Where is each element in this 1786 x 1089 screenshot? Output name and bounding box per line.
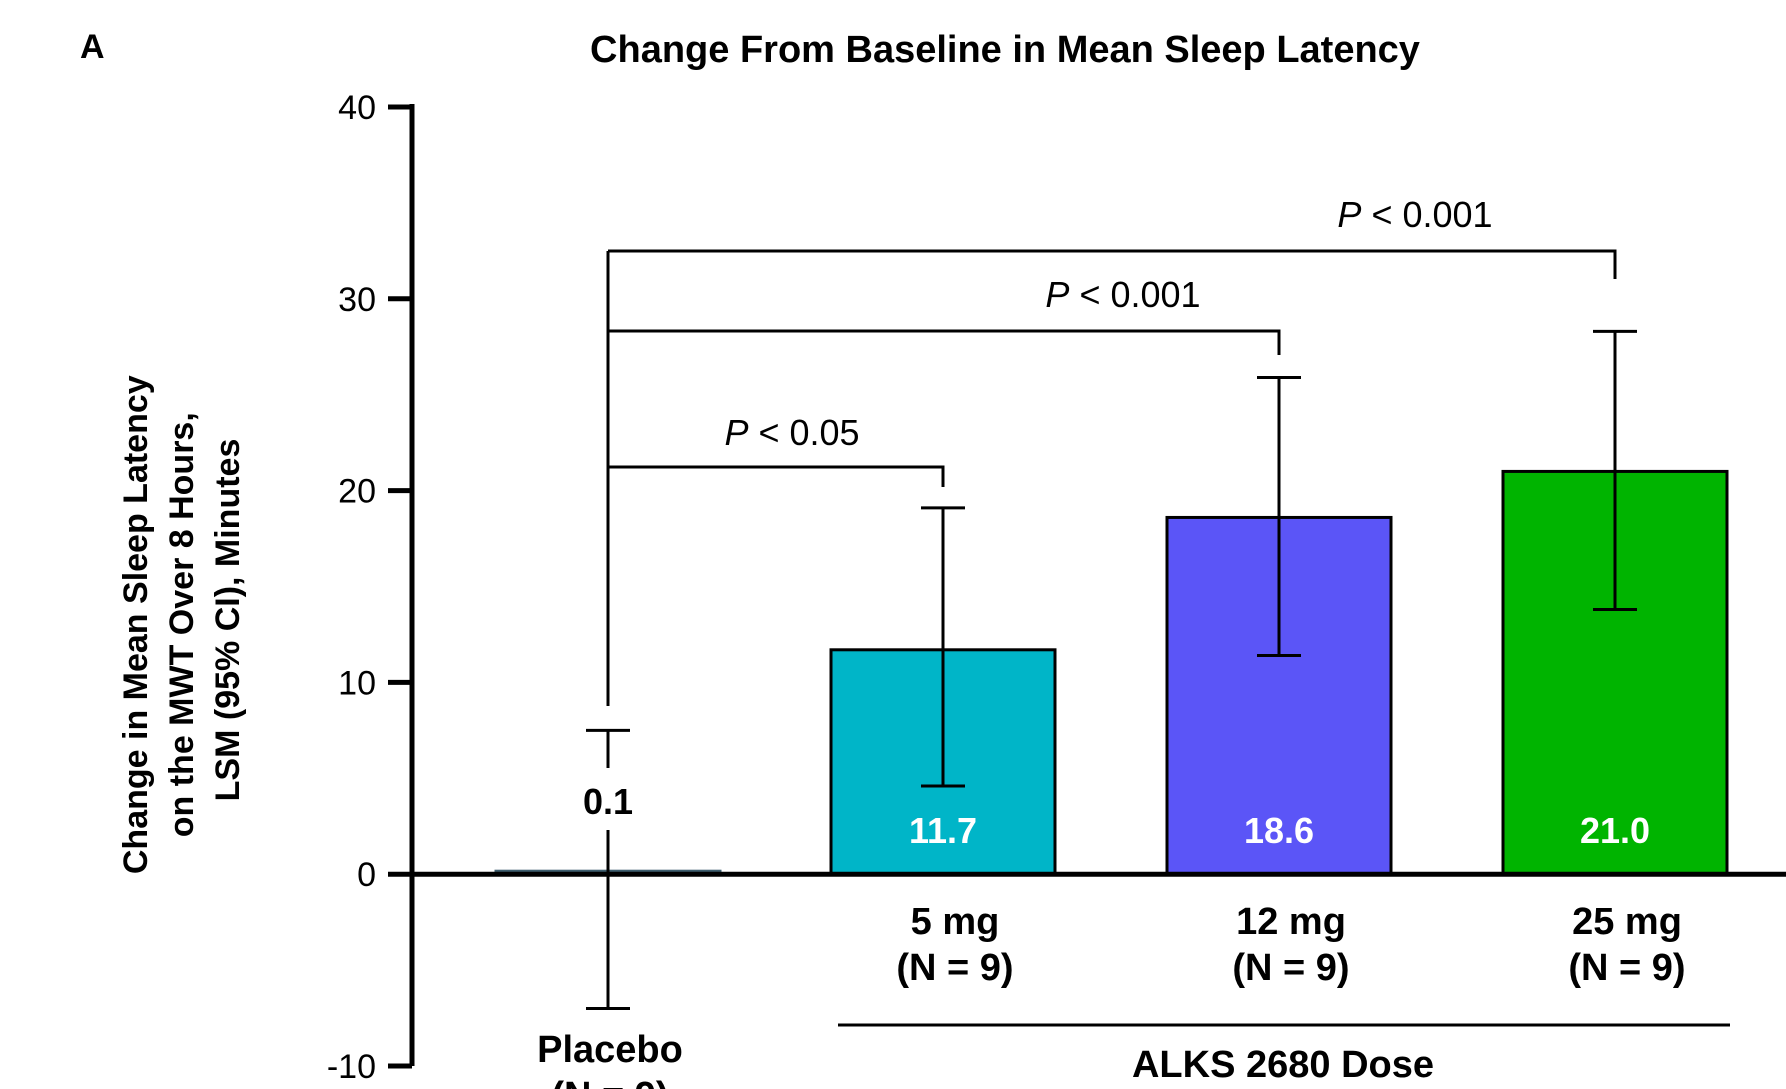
x-tick-label-n: (N = 9) [551,1075,668,1089]
y-axis-label-line-2: on the MWT Over 8 Hours, [163,412,201,837]
y-axis-label-line-3: LSM (95% CI), Minutes [209,439,247,802]
x-tick-label-n: (N = 9) [896,947,1013,989]
p-value-symbol: P [1337,194,1361,235]
p-value-label: P < 0.001 [1045,274,1200,315]
p-value-text: < 0.001 [1361,194,1492,235]
y-tick-label: -10 [327,1048,376,1086]
p-value-symbol: P [1045,274,1069,315]
data-label: 21.0 [1580,810,1650,851]
chart-title: Change From Baseline in Mean Sleep Laten… [590,29,1420,71]
p-value-text: < 0.001 [1069,274,1200,315]
x-tick-label-n: (N = 9) [1232,947,1349,989]
x-tick-label: 25 mg [1572,901,1682,943]
comparison-bracket [608,249,1617,279]
x-tick-label: 12 mg [1236,901,1346,943]
y-tick-label: 20 [338,473,376,511]
y-tick-label: 30 [338,281,376,319]
data-label: 0.1 [583,781,633,822]
x-tick-label: 5 mg [911,901,1000,943]
p-value-symbol: P [724,412,748,453]
p-value-label: P < 0.05 [724,412,859,453]
data-label: 18.6 [1244,810,1314,851]
y-tick-label: 10 [338,664,376,702]
y-tick-label: 0 [357,856,376,894]
p-value-text: < 0.05 [748,412,859,453]
data-label: 11.7 [909,810,977,851]
plot-area: 40 30 20 10 0 -10 0.1 11.7 18.6 21.0 Placebo (N = 9… [327,89,1786,1089]
panel-label: A [80,28,105,66]
y-tick-label: 40 [338,89,376,127]
x-tick-label: Placebo [537,1029,683,1071]
p-value-label: P < 0.001 [1337,194,1492,235]
y-axis-label-line-1: Change in Mean Sleep Latency [117,375,155,874]
x-tick-label-n: (N = 9) [1568,947,1685,989]
comparison-bracket [608,329,1281,355]
group-label: ALKS 2680 Dose [1132,1044,1434,1086]
comparison-bracket [608,465,945,487]
y-axis-label: Change in Mean Sleep Latency on the MWT … [117,366,247,874]
